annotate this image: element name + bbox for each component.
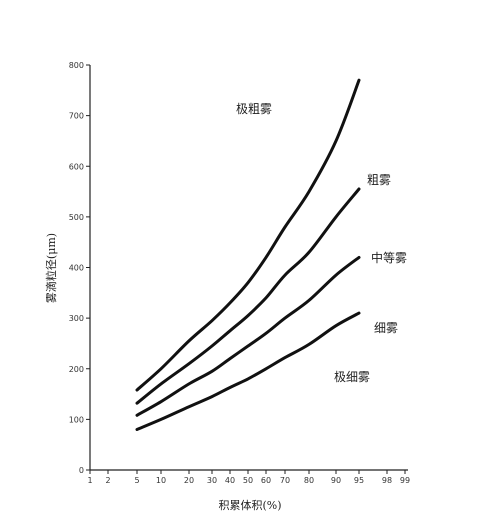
x-axis-title: 积累体积(%) [218,498,281,512]
x-tick-label: 80 [304,476,314,485]
region-label-medium: 中等雾 [371,250,407,265]
y-axis: 0 100 200 300 400 500 600 700 800 [69,61,91,475]
region-label-very-coarse: 极粗雾 [236,102,272,116]
region-label-coarse: 粗雾 [367,173,391,187]
y-axis-title: 雾滴粒径(μm) [44,233,58,303]
x-tick-label: 95 [354,476,364,485]
x-tick-label: 50 [243,476,253,485]
x-axis: 1 2 5 10 20 30 40 50 60 70 80 90 95 98 99 [87,469,410,485]
x-tick-label: 40 [225,476,235,485]
x-tick-label: 99 [400,476,410,485]
y-tick-label: 800 [69,61,84,70]
y-tick-label: 500 [69,213,84,222]
x-tick-label: 98 [382,476,392,485]
series-line-4 [135,311,361,431]
region-label-very-fine: 极细雾 [334,370,370,384]
y-tick-label: 100 [69,415,84,424]
y-tick-label: 0 [79,466,84,475]
region-label-fine: 细雾 [374,321,398,335]
y-tick-label: 400 [69,264,84,273]
series-line-2 [135,187,361,405]
x-tick-label: 60 [261,476,271,485]
x-tick-label: 10 [156,476,166,485]
y-tick-label: 200 [69,365,84,374]
x-tick-label: 20 [184,476,194,485]
x-tick-label: 70 [280,476,290,485]
series-line-1 [135,78,361,392]
x-tick-label: 5 [134,476,139,485]
series-line-3 [135,255,361,417]
y-tick-label: 300 [69,314,84,323]
y-tick-label: 600 [69,162,84,171]
y-tick-label: 700 [69,112,84,121]
x-tick-label: 30 [207,476,217,485]
x-tick-label: 90 [331,476,341,485]
x-tick-label: 2 [105,476,110,485]
curves [135,78,361,431]
x-tick-label: 1 [87,476,92,485]
